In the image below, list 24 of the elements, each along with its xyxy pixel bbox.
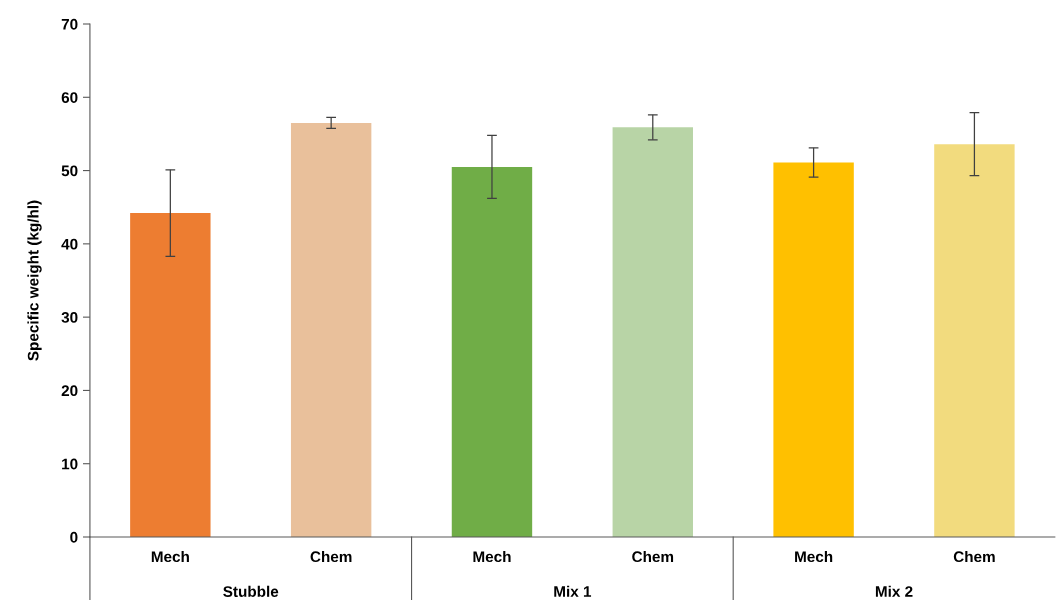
y-tick-label: 60 [61,92,78,103]
text: Mix 1 [554,585,592,597]
y-tick-label: 0 [70,531,78,543]
bar [451,166,533,537]
text: Stubble [223,585,279,597]
x-tick-label: Mech [151,550,189,563]
bar [612,127,693,537]
y-tick-label: 10 [62,458,78,470]
y-tick-label: 30 [61,312,78,323]
bar [290,122,372,537]
x-tick-label: Chem [953,550,995,563]
text: Mix 2 [875,585,913,597]
y-tick-label: 50 [61,165,78,177]
bar [934,144,1015,537]
y-tick-label: 20 [61,385,78,397]
y-tick-label: 40 [61,238,78,250]
y-tick-label: 70 [61,18,78,30]
x-tick-label: Mech [473,550,511,563]
x-tick-label: Mech [795,550,833,563]
bar [773,162,854,537]
x-tick-label: Chem [632,550,674,563]
y-axis-title: Specific weight (kg/hl) [27,200,42,361]
bar [130,213,211,537]
x-tick-label: Chem [310,550,352,563]
